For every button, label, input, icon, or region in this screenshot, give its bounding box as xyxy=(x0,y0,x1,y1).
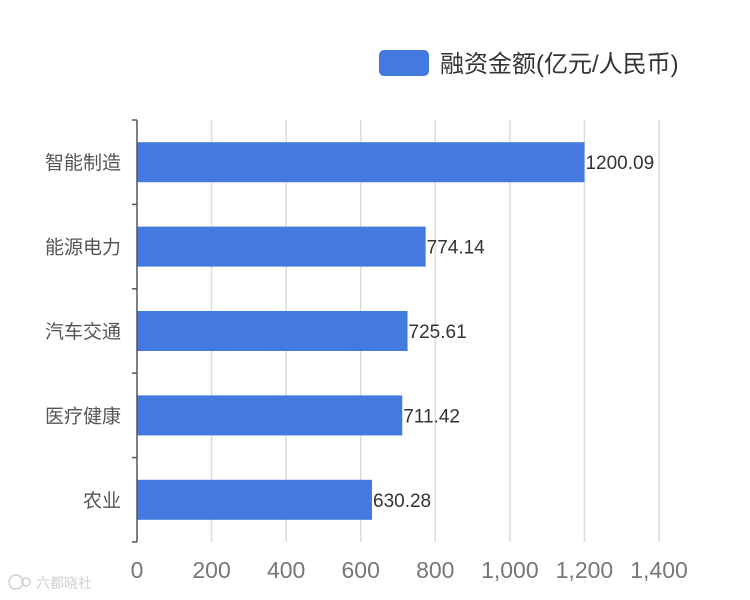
x-tick-label: 1,400 xyxy=(630,557,688,583)
x-tick-label: 600 xyxy=(342,557,380,583)
watermark-text: 六都晓社 xyxy=(36,575,92,591)
legend[interactable]: 融资金额(亿元/人民币) xyxy=(379,50,679,78)
bar[interactable] xyxy=(137,142,585,183)
legend-label: 融资金额(亿元/人民币) xyxy=(440,51,679,78)
x-tick-label: 0 xyxy=(131,557,144,583)
value-label: 1200.09 xyxy=(585,153,654,174)
value-label: 711.42 xyxy=(403,406,460,427)
x-tick-label: 800 xyxy=(416,557,454,583)
value-label: 630.28 xyxy=(373,491,431,512)
bar[interactable] xyxy=(137,395,403,436)
x-tick-label: 1,200 xyxy=(556,557,614,583)
bars: 1200.09 774.14 725.61 711.42 630.28 xyxy=(137,142,654,520)
category-label: 智能制造 xyxy=(45,152,121,174)
value-label: 725.61 xyxy=(409,322,467,343)
category-label: 汽车交通 xyxy=(45,321,121,343)
x-tick-label: 200 xyxy=(192,557,230,583)
value-label: 774.14 xyxy=(427,238,486,259)
bar[interactable] xyxy=(137,479,373,520)
category-label: 能源电力 xyxy=(45,237,121,259)
x-tick-label: 1,000 xyxy=(481,557,539,583)
x-tick-label: 400 xyxy=(267,557,305,583)
bar[interactable] xyxy=(137,311,408,351)
legend-swatch xyxy=(379,50,429,76)
category-label: 农业 xyxy=(83,490,121,512)
bar[interactable] xyxy=(137,226,426,267)
category-label: 医疗健康 xyxy=(45,405,121,427)
axes: 0 200 400 600 800 1,000 1,200 1,400 智能制造能源电力汽车交通… xyxy=(45,119,688,583)
watermark-logo: 六都晓社 xyxy=(8,574,92,591)
